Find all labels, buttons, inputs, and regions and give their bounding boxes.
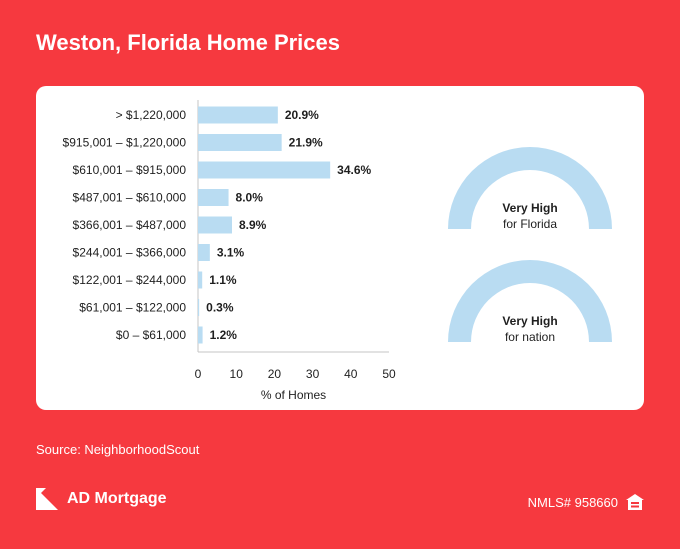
bar [198, 134, 282, 151]
bar [198, 244, 210, 261]
bar [198, 326, 203, 344]
brand: AD Mortgage [36, 488, 167, 510]
category-label: $487,001 – $610,000 [73, 191, 187, 205]
value-label: 1.2% [210, 328, 238, 342]
gauge-sublabel: for Florida [503, 217, 557, 231]
bar [198, 216, 232, 234]
x-tick-label: 40 [344, 367, 358, 381]
nmls-number: NMLS# 958660 [527, 494, 618, 510]
category-label: $244,001 – $366,000 [73, 246, 187, 260]
category-label: $0 – $61,000 [116, 328, 186, 342]
chart-card: > $1,220,000 20.9% $915,001 – $1,220,000 21… [36, 86, 644, 410]
gauge-sublabel: for nation [505, 330, 555, 344]
category-label: $122,001 – $244,000 [73, 273, 187, 287]
value-label: 3.1% [217, 246, 245, 260]
category-label: $366,001 – $487,000 [73, 218, 187, 232]
value-label: 8.9% [239, 218, 267, 232]
category-label: > $1,220,000 [116, 108, 187, 122]
x-axis-label: % of Homes [261, 388, 326, 402]
gauge-label: Very High [502, 201, 557, 215]
category-label: $915,001 – $1,220,000 [63, 136, 187, 150]
value-label: 0.3% [206, 301, 234, 315]
bar-chart: > $1,220,000 20.9% $915,001 – $1,220,000 21… [63, 100, 612, 402]
bar [198, 271, 203, 289]
bar [198, 299, 200, 316]
gauge-label: Very High [502, 314, 557, 328]
gauge-arc [448, 147, 612, 229]
source-text: Source: NeighborhoodScout [36, 442, 200, 457]
value-label: 20.9% [285, 108, 319, 122]
x-tick-label: 30 [306, 367, 320, 381]
nmls-block: NMLS# 958660 [528, 494, 644, 510]
bar [198, 106, 278, 124]
x-tick-label: 50 [382, 367, 396, 381]
category-label: $61,001 – $122,000 [79, 301, 186, 315]
x-tick-label: 0 [195, 367, 202, 381]
bar [198, 161, 331, 179]
value-label: 8.0% [236, 191, 264, 205]
x-tick-label: 20 [268, 367, 282, 381]
x-tick-label: 10 [230, 367, 244, 381]
value-label: 34.6% [337, 163, 371, 177]
gauge-arc [448, 260, 612, 342]
equal-housing-icon [626, 494, 644, 510]
page-title: Weston, Florida Home Prices [36, 30, 341, 55]
ad-mortgage-logo-icon [36, 488, 58, 510]
value-label: 1.1% [209, 273, 237, 287]
bar [198, 189, 229, 206]
brand-name: AD Mortgage [67, 490, 167, 507]
value-label: 21.9% [289, 136, 323, 150]
category-label: $610,001 – $915,000 [73, 163, 187, 177]
